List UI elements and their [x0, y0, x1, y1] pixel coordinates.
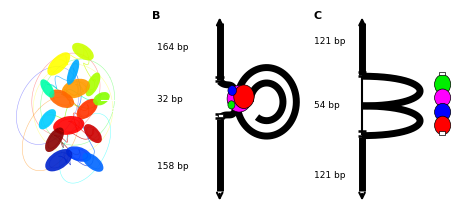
Bar [218, 114, 222, 117]
Ellipse shape [47, 52, 70, 76]
Ellipse shape [53, 116, 84, 135]
Ellipse shape [72, 43, 94, 60]
Bar [438, 131, 445, 135]
Ellipse shape [77, 99, 98, 119]
Ellipse shape [228, 86, 237, 95]
Ellipse shape [67, 59, 79, 85]
Ellipse shape [45, 149, 73, 171]
Text: 32 bp: 32 bp [157, 95, 183, 104]
Ellipse shape [435, 116, 451, 135]
Ellipse shape [49, 90, 74, 108]
Ellipse shape [66, 146, 91, 162]
Ellipse shape [227, 85, 251, 112]
Ellipse shape [82, 153, 103, 172]
Text: B: B [153, 11, 161, 21]
Ellipse shape [39, 109, 56, 129]
Text: 121 bp: 121 bp [314, 171, 345, 180]
Text: A: A [9, 13, 18, 23]
Ellipse shape [40, 79, 55, 98]
Bar [438, 72, 445, 75]
Ellipse shape [435, 89, 451, 106]
Ellipse shape [435, 103, 451, 121]
Text: 158 bp: 158 bp [157, 162, 189, 171]
Text: C: C [314, 11, 322, 21]
Ellipse shape [435, 75, 451, 94]
Ellipse shape [228, 101, 235, 109]
Text: TD: TD [106, 107, 116, 112]
Ellipse shape [45, 128, 64, 152]
Ellipse shape [84, 124, 102, 143]
Text: 54 bp: 54 bp [314, 101, 339, 111]
Ellipse shape [93, 92, 110, 106]
Ellipse shape [234, 85, 254, 109]
Text: 121 bp: 121 bp [314, 37, 345, 46]
Ellipse shape [85, 73, 100, 96]
Ellipse shape [62, 79, 90, 98]
Text: 164 bp: 164 bp [157, 43, 189, 52]
